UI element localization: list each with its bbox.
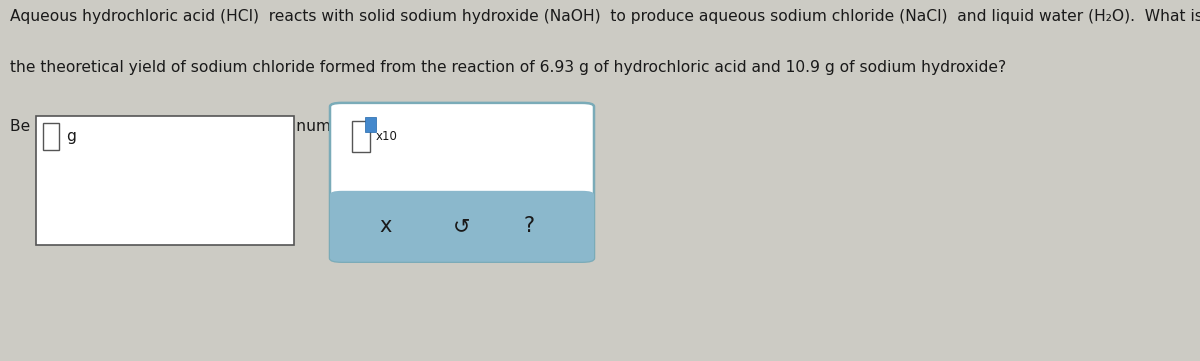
- Text: Aqueous hydrochloric acid (HCl)  reacts with solid sodium hydroxide (NaOH)  to p: Aqueous hydrochloric acid (HCl) reacts w…: [10, 9, 1200, 24]
- Text: Be sure your answer has the correct number of significant digits in it.: Be sure your answer has the correct numb…: [10, 119, 548, 134]
- FancyBboxPatch shape: [365, 117, 376, 132]
- FancyBboxPatch shape: [36, 116, 294, 245]
- Text: the theoretical yield of sodium chloride formed from the reaction of 6.93 g of h: the theoretical yield of sodium chloride…: [10, 60, 1006, 75]
- FancyBboxPatch shape: [330, 191, 594, 262]
- FancyBboxPatch shape: [352, 121, 370, 152]
- Text: x: x: [379, 216, 391, 236]
- Text: ?: ?: [523, 216, 535, 236]
- FancyBboxPatch shape: [330, 103, 594, 262]
- Text: ↺: ↺: [454, 216, 470, 236]
- FancyBboxPatch shape: [43, 123, 59, 150]
- Text: g: g: [66, 129, 76, 144]
- Text: x10: x10: [376, 130, 397, 143]
